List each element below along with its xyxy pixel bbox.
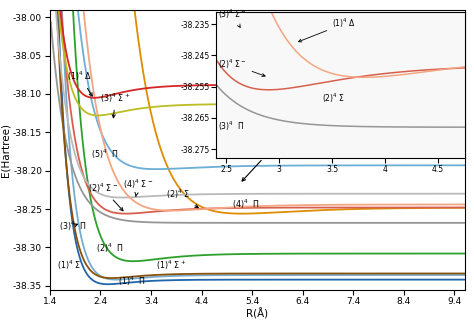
Text: (3)$^4$  $\Pi$: (3)$^4$ $\Pi$	[218, 120, 244, 133]
Y-axis label: E(Hartree): E(Hartree)	[0, 123, 10, 177]
Text: (2)$^4$ $\Sigma^-$: (2)$^4$ $\Sigma^-$	[88, 182, 123, 211]
Text: (4)$^4$  $\Pi$: (4)$^4$ $\Pi$	[232, 197, 259, 211]
Text: (3)$^4$ $\Sigma^-$: (3)$^4$ $\Sigma^-$	[218, 8, 246, 28]
Text: (5)$^4$  $\Pi$: (5)$^4$ $\Pi$	[91, 147, 118, 161]
Text: (4)$^4$ $\Sigma^-$: (4)$^4$ $\Sigma^-$	[123, 177, 153, 196]
Text: (3)$^4$ $\Sigma^+$: (3)$^4$ $\Sigma^+$	[100, 91, 130, 118]
Text: (2)$^4$  $\Pi$: (2)$^4$ $\Pi$	[96, 242, 124, 255]
Text: (1)$^4$ $\Delta$: (1)$^4$ $\Delta$	[299, 17, 356, 42]
Text: (1)$^4$ $\Delta$: (1)$^4$ $\Delta$	[67, 70, 92, 96]
Text: (3)$^4$  $\Pi$: (3)$^4$ $\Pi$	[59, 220, 86, 233]
Text: (2)$^4$ $\Sigma$: (2)$^4$ $\Sigma$	[166, 188, 198, 208]
Text: (1)$^4$  $\Pi$: (1)$^4$ $\Pi$	[118, 275, 146, 288]
Text: (2)$^4$ $\Sigma^-$: (2)$^4$ $\Sigma^-$	[218, 58, 265, 76]
Text: (1)$^4$ $\Sigma$: (1)$^4$ $\Sigma$	[57, 259, 82, 272]
Text: (1)$^4$ $\Sigma^+$: (1)$^4$ $\Sigma^+$	[156, 259, 186, 272]
Text: (2)$^4$ $\Sigma$: (2)$^4$ $\Sigma$	[321, 92, 345, 105]
X-axis label: R(Å): R(Å)	[246, 308, 268, 319]
